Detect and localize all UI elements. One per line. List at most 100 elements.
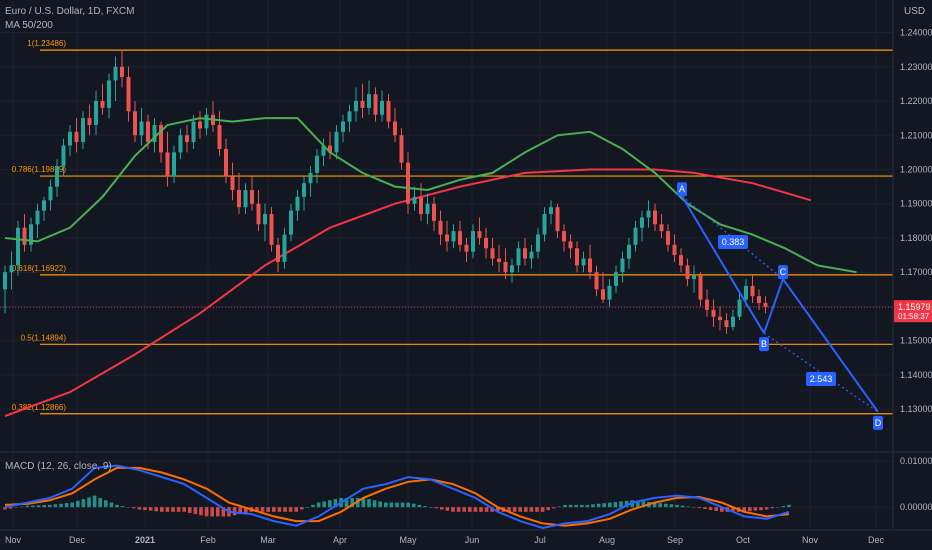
macd-histogram-bar	[692, 507, 696, 508]
candle-body	[406, 162, 410, 204]
ratio-cd-box	[806, 372, 836, 386]
ratio-cd-label: 2.543	[810, 374, 833, 384]
macd-histogram-bar	[372, 500, 377, 508]
candle-body	[588, 258, 592, 273]
candle-body	[237, 190, 241, 208]
x-tick-label: Jul	[534, 535, 546, 545]
candle-body	[9, 265, 14, 273]
y-tick-label: 1.19000	[900, 199, 932, 209]
macd-histogram-bar	[36, 505, 41, 508]
candle-body	[100, 101, 105, 108]
candle-body	[672, 244, 677, 256]
macd-histogram-bar	[132, 507, 136, 509]
macd-histogram-bar	[14, 507, 18, 508]
macd-histogram-bar	[154, 507, 158, 512]
candle-body	[419, 196, 423, 215]
macd-histogram-bar	[434, 507, 438, 509]
macd-histogram-bar	[412, 503, 416, 508]
candle-body	[575, 248, 579, 266]
macd-histogram-bar	[428, 507, 433, 508]
candle-body	[152, 124, 157, 143]
last-price-value: 1.15979	[898, 302, 931, 312]
ma50-layer	[4, 117, 857, 274]
candle-body	[191, 121, 196, 143]
candle-body	[425, 203, 430, 215]
candle-body	[568, 241, 573, 249]
macd-histogram-bar	[602, 503, 606, 508]
macd-histogram-bar	[316, 502, 321, 508]
candle-body	[490, 248, 495, 259]
macd-histogram-bar	[748, 507, 752, 512]
candle-body	[126, 77, 131, 112]
x-tick-label: Nov	[5, 535, 22, 545]
fibonacci-retracement[interactable]: 1(1.23486) 0.786(1.19809) 0.618(1.16922) 0.…	[12, 39, 893, 415]
macd-histogram-bar	[384, 502, 388, 508]
macd-histogram-bar	[64, 503, 69, 508]
candle-body	[302, 183, 306, 197]
candle-body	[698, 275, 703, 300]
macd-signal-line	[4, 466, 790, 527]
macd-line	[4, 464, 790, 530]
macd-histogram-bar	[98, 497, 102, 508]
macd-histogram-bar	[585, 504, 590, 508]
macd-histogram-bar	[406, 502, 410, 508]
macd-histogram-bar	[25, 505, 30, 508]
fib-level-label: 0.786(1.19809)	[12, 165, 67, 174]
candle-body	[659, 224, 664, 232]
candle-body	[29, 224, 33, 245]
macd-histogram-bar	[675, 504, 679, 508]
macd-histogram-bar	[70, 502, 74, 508]
macd-y-tick-label: 0.01000	[900, 456, 932, 466]
macd-histogram-bar	[440, 507, 444, 510]
macd-legend: MACD (12, 26, close, 9)	[5, 461, 112, 472]
macd-histogram-bar	[31, 505, 35, 508]
candle-body	[360, 101, 365, 108]
macd-histogram-bar	[322, 501, 326, 508]
candle-body	[178, 135, 183, 153]
macd-histogram-bar	[669, 504, 674, 508]
macd-histogram-bar	[552, 507, 556, 509]
y-tick-label: 1.17000	[900, 267, 932, 277]
macd-histogram-bar	[557, 506, 562, 508]
candle-body	[243, 190, 248, 208]
macd-histogram-bar	[462, 507, 466, 512]
point-d-label: D	[875, 418, 882, 428]
fib-level-label: 0.618(1.16922)	[12, 264, 67, 273]
macd-histogram-bar	[518, 507, 522, 512]
candle-body	[48, 186, 53, 201]
candle-body	[276, 244, 280, 262]
candle-body	[321, 145, 326, 156]
candle-body	[373, 94, 378, 115]
macd-histogram-bar	[232, 507, 237, 516]
macd-histogram-bar	[714, 507, 718, 511]
macd-histogram-bar	[20, 506, 24, 508]
candle-body	[445, 234, 449, 242]
candle-body	[438, 220, 443, 235]
candle-body	[705, 299, 709, 310]
point-d-marker	[873, 415, 883, 430]
candle-body	[139, 121, 144, 136]
macd-histogram-bar	[753, 507, 758, 511]
candle-body	[315, 155, 319, 173]
macd-histogram-bar	[277, 507, 282, 512]
macd-histogram-bar	[126, 507, 130, 508]
macd-histogram-bar	[260, 507, 265, 512]
macd-histogram-bar	[787, 504, 791, 508]
candle-body	[146, 121, 150, 143]
macd-histogram-bar	[367, 499, 371, 508]
y-tick-label: 1.18000	[900, 233, 932, 243]
candle-body	[477, 231, 482, 238]
y-tick-label: 1.15000	[900, 336, 932, 346]
candle-body	[295, 196, 300, 211]
x-tick-label: 2021	[135, 535, 155, 545]
abcd-pattern[interactable]: A B C D 0.383 2.543	[677, 182, 883, 430]
ma-legend: MA 50/200	[5, 20, 53, 31]
candle-body	[666, 231, 670, 245]
candle-body	[354, 101, 358, 112]
macd-histogram-bar	[92, 495, 97, 508]
last-price-tag	[894, 300, 932, 323]
macd-histogram-bar	[143, 507, 147, 511]
candle-body	[224, 148, 228, 177]
macd-histogram-bar	[473, 507, 478, 512]
